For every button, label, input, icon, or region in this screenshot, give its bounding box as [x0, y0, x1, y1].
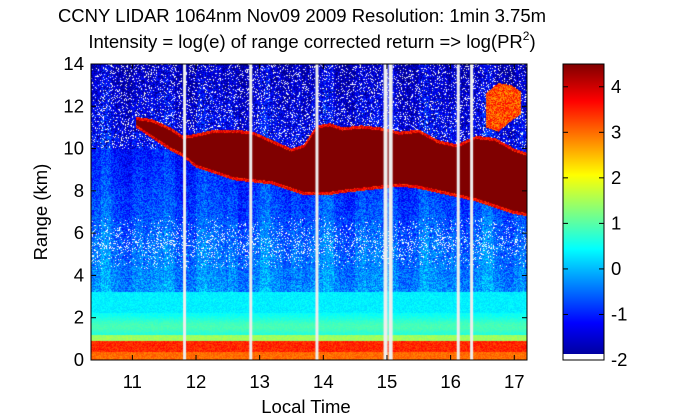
subtitle-text: Intensity = log(e) of range corrected re…	[88, 31, 522, 52]
colorbar-tick-label: 0	[611, 258, 621, 279]
colorbar-gradient	[563, 64, 604, 360]
colorbar-tick-label: 1	[611, 212, 621, 233]
colorbar-min-band	[563, 354, 604, 360]
y-axis: 0 2 4 6 8 10 12 14	[63, 53, 527, 370]
y-tick-label: 4	[74, 264, 84, 285]
x-tick-label: 12	[186, 371, 207, 392]
x-tick-label: 14	[313, 371, 334, 392]
x-axis: 11 12 13 14 15 16 17	[123, 64, 525, 392]
plot-area	[90, 63, 528, 361]
x-axis-label: Local Time	[261, 396, 350, 417]
y-tick-label: 8	[74, 180, 84, 201]
x-tick-label: 17	[504, 371, 525, 392]
plot-frame	[90, 63, 528, 361]
heatmap-image	[91, 64, 527, 360]
colorbar-ticks: -2 -1 0 1 2 3 4	[563, 76, 627, 370]
subtitle-close: )	[529, 31, 535, 52]
colorbar-tick-label: -1	[611, 303, 627, 324]
y-tick-label: 2	[74, 307, 84, 328]
y-tick-label: 14	[63, 53, 84, 74]
colorbar-tick-label: 2	[611, 167, 621, 188]
colorbar-tick-label: 3	[611, 121, 621, 142]
y-tick-label: 6	[74, 222, 84, 243]
colorbar-frame	[562, 63, 605, 361]
y-axis-label: Range (km)	[30, 164, 51, 261]
colorbar-tick-label: -2	[611, 349, 627, 370]
y-tick-label: 12	[63, 95, 84, 116]
y-tick-label: 0	[74, 349, 84, 370]
subtitle-superscript: 2	[523, 29, 530, 43]
x-tick-label: 16	[440, 371, 461, 392]
x-tick-label: 13	[249, 371, 270, 392]
chart-title: CCNY LIDAR 1064nm Nov09 2009 Resolution:…	[58, 5, 546, 26]
colorbar: -2 -1 0 1 2 3 4	[562, 63, 627, 370]
colorbar-tick-label: 4	[611, 76, 621, 97]
chart-subtitle: Intensity = log(e) of range corrected re…	[88, 29, 535, 52]
x-tick-label: 15	[377, 371, 398, 392]
y-tick-label: 10	[63, 138, 84, 159]
x-tick-label: 11	[123, 371, 142, 392]
